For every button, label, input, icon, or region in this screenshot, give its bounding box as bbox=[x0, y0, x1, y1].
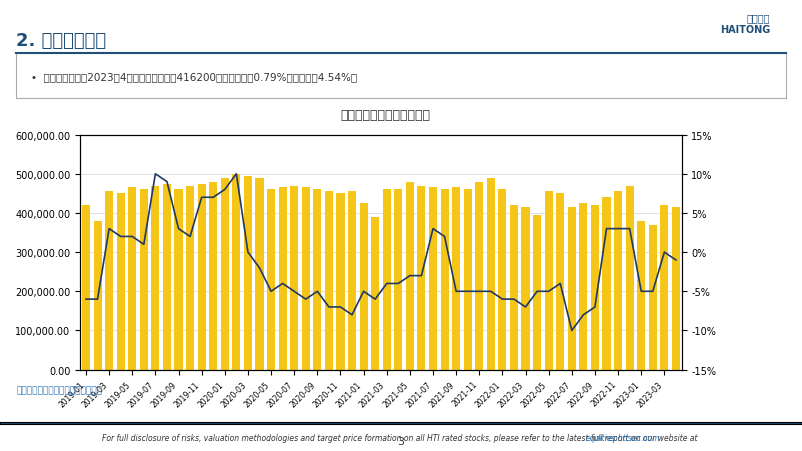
Bar bbox=[197, 184, 205, 370]
Text: For full disclosure of risks, valuation methodologies and target price formation: For full disclosure of risks, valuation … bbox=[102, 433, 700, 442]
Bar bbox=[498, 190, 506, 370]
Bar bbox=[383, 190, 391, 370]
Bar bbox=[209, 182, 217, 370]
Bar bbox=[82, 206, 90, 370]
Bar bbox=[487, 178, 495, 370]
Text: 智利月度铜产量及同比增速: 智利月度铜产量及同比增速 bbox=[340, 109, 430, 122]
Bar bbox=[545, 192, 553, 370]
Bar bbox=[128, 188, 136, 370]
Bar bbox=[417, 186, 426, 370]
Bar bbox=[395, 190, 403, 370]
Bar bbox=[429, 188, 437, 370]
Bar bbox=[152, 186, 160, 370]
Bar bbox=[278, 188, 286, 370]
Text: equities.htisec.com: equities.htisec.com bbox=[585, 433, 660, 442]
Text: 资料来源：智利铜委员会、海通国际: 资料来源：智利铜委员会、海通国际 bbox=[16, 386, 102, 395]
Bar bbox=[348, 192, 356, 370]
Bar bbox=[116, 194, 125, 370]
Bar bbox=[452, 188, 460, 370]
Bar bbox=[186, 186, 194, 370]
Bar bbox=[602, 198, 610, 370]
Bar bbox=[105, 192, 113, 370]
Bar bbox=[660, 206, 668, 370]
Bar bbox=[614, 192, 622, 370]
Text: •  智利铜矿产量：2023年4月智利铜矿产量为416200吨，同比下降0.79%，环比下降4.54%。: • 智利铜矿产量：2023年4月智利铜矿产量为416200吨，同比下降0.79%… bbox=[31, 72, 358, 82]
Bar bbox=[371, 217, 379, 370]
Bar bbox=[521, 207, 529, 370]
Bar bbox=[568, 207, 576, 370]
Bar bbox=[302, 188, 310, 370]
Bar bbox=[440, 190, 448, 370]
Bar bbox=[244, 176, 252, 370]
Text: 海通國際
HAITONG: 海通國際 HAITONG bbox=[719, 14, 770, 35]
Text: 2. 智利铜矿产量: 2. 智利铜矿产量 bbox=[16, 32, 106, 50]
Bar bbox=[476, 182, 484, 370]
Bar bbox=[256, 178, 264, 370]
Bar bbox=[140, 190, 148, 370]
Bar bbox=[175, 190, 183, 370]
Bar bbox=[637, 221, 646, 370]
Bar bbox=[579, 204, 587, 370]
Bar bbox=[591, 206, 599, 370]
Bar bbox=[233, 175, 241, 370]
Text: 3: 3 bbox=[398, 437, 404, 446]
Bar bbox=[267, 190, 275, 370]
Bar bbox=[464, 190, 472, 370]
Bar bbox=[94, 221, 102, 370]
Bar bbox=[359, 204, 367, 370]
Bar bbox=[336, 194, 345, 370]
Bar bbox=[626, 186, 634, 370]
Bar bbox=[325, 192, 333, 370]
Bar bbox=[163, 184, 171, 370]
Bar bbox=[510, 206, 518, 370]
Bar bbox=[672, 207, 680, 370]
Bar bbox=[533, 216, 541, 370]
Bar bbox=[406, 182, 414, 370]
Bar bbox=[557, 194, 565, 370]
Bar bbox=[221, 178, 229, 370]
Bar bbox=[314, 190, 322, 370]
Bar bbox=[649, 225, 657, 370]
Bar bbox=[290, 186, 298, 370]
